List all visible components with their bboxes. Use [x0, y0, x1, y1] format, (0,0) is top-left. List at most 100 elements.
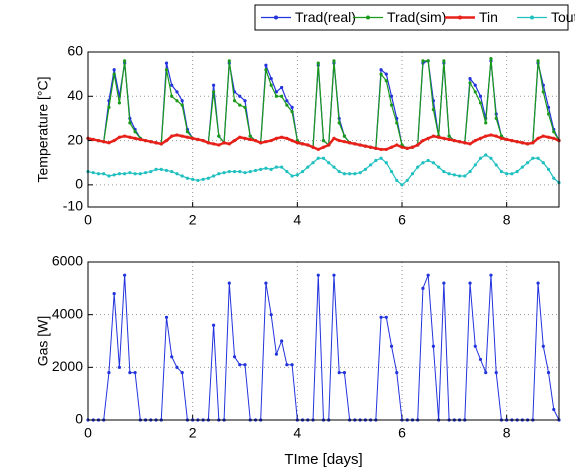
data-point [170, 134, 174, 138]
data-point [489, 156, 493, 160]
data-point [264, 63, 268, 67]
data-point [243, 363, 247, 367]
y-tick-label: 2000 [52, 358, 83, 374]
data-point [384, 315, 388, 319]
data-point [185, 130, 190, 134]
data-point [389, 344, 394, 348]
data-point [212, 174, 216, 178]
data-point [290, 105, 294, 109]
data-point [369, 145, 373, 149]
data-point [337, 169, 341, 174]
y-tick-label: 0 [75, 411, 83, 427]
data-point [238, 135, 242, 139]
data-point [442, 59, 446, 63]
x-axis-label: TIme [days] [284, 451, 362, 468]
data-point [478, 94, 483, 98]
data-point [546, 371, 551, 375]
data-point [395, 121, 399, 125]
legend-marker [530, 15, 534, 20]
data-point [133, 130, 137, 134]
data-point [102, 140, 106, 144]
data-point [552, 130, 556, 134]
legend-marker [274, 15, 278, 20]
data-point [248, 169, 252, 174]
data-point [253, 168, 258, 173]
data-point [447, 134, 451, 138]
data-point [374, 146, 378, 150]
data-point [259, 167, 263, 171]
data-point [164, 68, 169, 72]
data-point [112, 173, 116, 177]
data-point [447, 137, 451, 142]
data-point [510, 172, 514, 176]
data-point [437, 165, 441, 169]
data-point [337, 371, 341, 375]
data-point [180, 99, 184, 103]
data-point [473, 163, 477, 167]
data-point [348, 172, 352, 176]
data-point [337, 138, 341, 143]
data-point [91, 137, 95, 142]
plot-area [88, 52, 559, 207]
data-point [437, 135, 441, 139]
data-point [123, 59, 127, 63]
x-tick-label: 6 [398, 425, 406, 441]
data-point [489, 57, 493, 61]
data-point [154, 141, 158, 145]
data-point [138, 172, 142, 176]
data-point [473, 83, 477, 87]
data-point [405, 178, 409, 183]
y-axis-label: Temperature [°C] [35, 77, 51, 183]
data-point [133, 172, 137, 176]
data-point [232, 99, 237, 103]
y-tick-label: 20 [67, 131, 83, 147]
data-point [280, 165, 284, 169]
data-point [536, 136, 540, 140]
data-point [123, 134, 127, 138]
data-point [332, 59, 336, 63]
data-point [484, 371, 488, 375]
data-point [484, 153, 488, 157]
data-point [138, 137, 142, 142]
data-point [107, 141, 111, 145]
data-point [348, 141, 352, 145]
data-point [133, 371, 137, 375]
data-point [243, 105, 247, 109]
data-point [478, 357, 483, 362]
data-point [222, 141, 226, 145]
data-point [259, 141, 263, 145]
data-point [180, 174, 184, 178]
data-point [332, 273, 336, 277]
data-point [238, 94, 242, 98]
data-point [91, 171, 95, 175]
data-point [143, 138, 148, 143]
y-tick-label: 6000 [52, 253, 83, 269]
data-point [112, 292, 116, 296]
data-point [274, 94, 278, 98]
data-point [306, 165, 310, 169]
data-point [212, 142, 216, 146]
data-point [426, 136, 430, 140]
data-point [379, 147, 383, 152]
data-point [353, 142, 357, 146]
data-point [468, 281, 472, 285]
data-point [489, 133, 493, 137]
data-point [395, 371, 399, 375]
data-point [463, 141, 467, 145]
data-point [384, 147, 388, 152]
data-point [285, 99, 289, 103]
data-point [510, 138, 514, 143]
data-point [442, 281, 446, 285]
data-point [546, 167, 551, 171]
data-point [342, 140, 347, 144]
data-point [180, 371, 184, 375]
data-point [473, 138, 477, 143]
data-point [170, 94, 174, 98]
data-point [227, 59, 231, 63]
data-point [248, 134, 252, 138]
data-point [117, 101, 121, 105]
data-point [107, 371, 111, 375]
data-point [227, 142, 231, 146]
data-point [499, 169, 504, 174]
data-point [128, 121, 132, 125]
